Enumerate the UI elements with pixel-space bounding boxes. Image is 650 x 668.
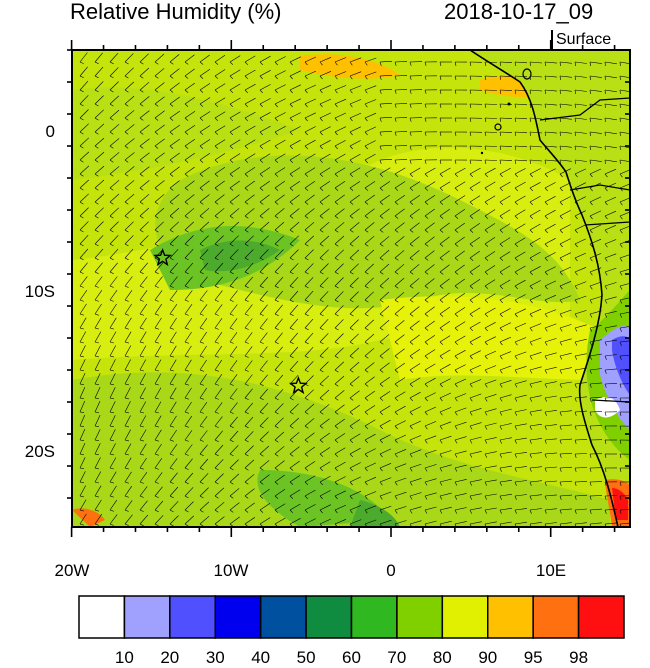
- lon-label-20w: 20W: [55, 561, 90, 580]
- lat-label-0: 0: [46, 122, 55, 141]
- colorbar-swatch: [306, 596, 351, 638]
- colorbar-label: 50: [281, 648, 331, 668]
- lon-label-10e: 10E: [536, 561, 566, 580]
- colorbar-label: 70: [372, 648, 422, 668]
- humidity-field: [72, 50, 632, 528]
- colorbar-swatch: [397, 596, 442, 638]
- lon-label-10w: 10W: [214, 561, 249, 580]
- colorbar-swatch: [124, 596, 169, 638]
- colorbar-swatch: [215, 596, 260, 638]
- colorbar-swatch: [579, 596, 624, 638]
- colorbar-swatch: [170, 596, 215, 638]
- colorbar: [79, 596, 624, 638]
- colorbar-swatch: [533, 596, 578, 638]
- colorbar-label: 80: [417, 648, 467, 668]
- colorbar-label: 90: [463, 648, 513, 668]
- colorbar-label: 95: [508, 648, 558, 668]
- colorbar-label: 60: [327, 648, 377, 668]
- colorbar-label: 10: [99, 648, 149, 668]
- colorbar-swatch: [442, 596, 487, 638]
- colorbar-label: 20: [145, 648, 195, 668]
- lat-label-10s: 10S: [25, 282, 55, 301]
- colorbar-swatch: [488, 596, 533, 638]
- colorbar-label: 98: [554, 648, 604, 668]
- colorbar-label: 30: [190, 648, 240, 668]
- colorbar-label: 40: [236, 648, 286, 668]
- colorbar-swatch: [79, 596, 124, 638]
- lon-label-0: 0: [386, 561, 395, 580]
- colorbar-swatch: [261, 596, 306, 638]
- lat-label-20s: 20S: [25, 442, 55, 461]
- colorbar-swatch: [352, 596, 397, 638]
